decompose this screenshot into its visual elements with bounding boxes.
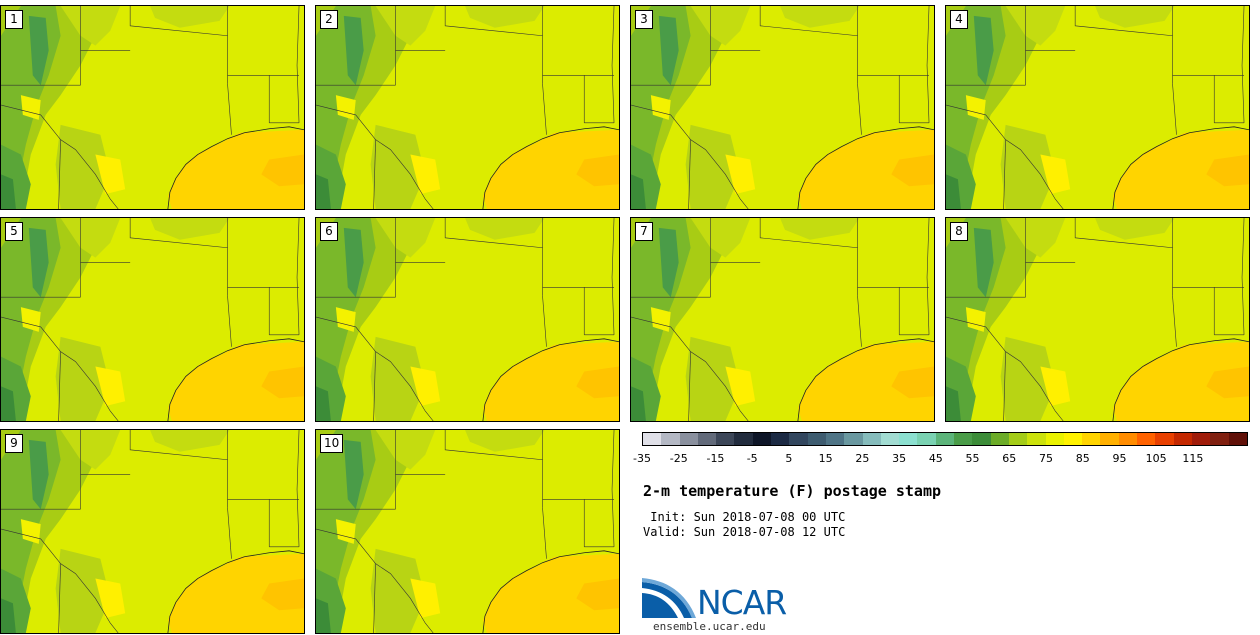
colorbar-swatch [771, 433, 790, 445]
colorbar-tick-label: 35 [892, 452, 907, 465]
colorbar-swatch [972, 433, 991, 445]
colorbar-swatch [899, 433, 918, 445]
colorbar-tick-label: 85 [1075, 452, 1090, 465]
colorbar-swatch [844, 433, 863, 445]
colorbar-swatch [679, 433, 698, 445]
map-panel-9: 9 [0, 429, 305, 634]
temperature-map [946, 218, 1249, 421]
colorbar-swatch [697, 433, 717, 445]
member-number: 1 [5, 10, 23, 29]
colorbar-tick-label: 15 [818, 452, 833, 465]
colorbar-swatch [1137, 433, 1156, 445]
colorbar-tick-label: -5 [746, 452, 758, 465]
member-number: 2 [320, 10, 338, 29]
colorbar-swatch [716, 433, 735, 445]
colorbar-swatch [1210, 433, 1229, 445]
colorbar-swatch [1100, 433, 1119, 445]
temperature-map [316, 6, 619, 209]
colorbar-tick-label: 115 [1182, 452, 1204, 465]
temperature-map [316, 430, 619, 633]
colorbar-tick-label: 5 [785, 452, 793, 465]
member-number: 5 [5, 222, 23, 241]
member-number: 10 [320, 434, 344, 453]
colorbar-swatch [1228, 433, 1247, 445]
colorbar-tick-label: 95 [1112, 452, 1127, 465]
colorbar-tick-label: 45 [928, 452, 943, 465]
map-panel-6: 6 [315, 217, 620, 422]
map-panel-4: 4 [945, 5, 1250, 210]
ncar-logo-icon [642, 578, 696, 618]
colorbar-tick-label: -15 [706, 452, 725, 465]
member-number: 6 [320, 222, 338, 241]
colorbar-swatch [1118, 433, 1138, 445]
colorbar [642, 432, 1248, 446]
colorbar-swatch [1082, 433, 1101, 445]
colorbar-swatch [752, 433, 772, 445]
colorbar-swatch [661, 433, 680, 445]
colorbar-labels: -35 -25 -15 -5 5 15 25 35 45 55 65 75 85 95 105 115 [633, 452, 1248, 466]
colorbar-tick-label: 25 [855, 452, 870, 465]
colorbar-tick-label: -25 [669, 452, 688, 465]
colorbar-tick-label: 55 [965, 452, 980, 465]
init-time: Init: Sun 2018-07-08 00 UTC [643, 510, 846, 524]
colorbar-tick-label: 65 [1002, 452, 1017, 465]
colorbar-swatch [1045, 433, 1064, 445]
colorbar-swatch [917, 433, 936, 445]
colorbar-swatch [862, 433, 881, 445]
colorbar-swatch [825, 433, 845, 445]
colorbar-swatch [935, 433, 955, 445]
temperature-map [316, 218, 619, 421]
colorbar-swatch [734, 433, 753, 445]
site-url: ensemble.ucar.edu [653, 620, 766, 633]
colorbar-swatch [990, 433, 1009, 445]
temperature-map [946, 6, 1249, 209]
member-number: 9 [5, 434, 23, 453]
member-number: 8 [950, 222, 968, 241]
ncar-logo-text: NCAR [697, 583, 787, 622]
map-panel-8: 8 [945, 217, 1250, 422]
temperature-map [1, 430, 304, 633]
map-panel-5: 5 [0, 217, 305, 422]
colorbar-swatch [880, 433, 900, 445]
colorbar-swatch [643, 433, 662, 445]
temperature-map [631, 218, 934, 421]
member-number: 3 [635, 10, 653, 29]
temperature-map [1, 218, 304, 421]
colorbar-swatch [1063, 433, 1083, 445]
map-panel-7: 7 [630, 217, 935, 422]
colorbar-swatch [807, 433, 826, 445]
colorbar-swatch [789, 433, 808, 445]
colorbar-swatch [1191, 433, 1211, 445]
colorbar-swatch [1027, 433, 1046, 445]
member-number: 4 [950, 10, 968, 29]
map-panel-1: 1 [0, 5, 305, 210]
temperature-map [1, 6, 304, 209]
map-panel-2: 2 [315, 5, 620, 210]
valid-time: Valid: Sun 2018-07-08 12 UTC [643, 525, 846, 539]
map-panel-10: 10 [315, 429, 620, 634]
temperature-map [631, 6, 934, 209]
colorbar-tick-label: 75 [1039, 452, 1053, 465]
member-number: 7 [635, 222, 653, 241]
colorbar-swatch [1155, 433, 1174, 445]
colorbar-swatch [954, 433, 973, 445]
chart-title: 2-m temperature (F) postage stamp [643, 482, 942, 500]
colorbar-tick-label: 105 [1145, 452, 1167, 465]
colorbar-swatch [1173, 433, 1192, 445]
colorbar-swatch [1008, 433, 1028, 445]
map-panel-3: 3 [630, 5, 935, 210]
colorbar-tick-label: -35 [633, 452, 651, 465]
